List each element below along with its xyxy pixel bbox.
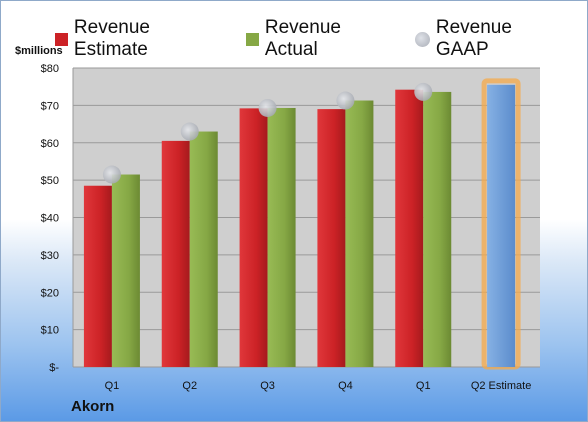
bar-revenue-forecast: [487, 84, 516, 367]
y-tick-label: $70: [41, 100, 59, 112]
y-tick-label: $60: [41, 138, 59, 150]
point-revenue-gaap: [414, 82, 433, 101]
bar-revenue-actual: [111, 174, 140, 367]
y-tick-label: $80: [41, 63, 59, 75]
point-revenue-gaap: [336, 91, 355, 110]
legend-item-actual: Revenue Actual: [245, 17, 397, 61]
bar-revenue-actual: [423, 91, 452, 368]
x-tick-label: Q1: [416, 380, 431, 392]
y-tick-label: $10: [41, 325, 59, 337]
bar-revenue-actual: [345, 100, 374, 368]
chart-legend: Revenue Estimate Revenue Actual Revenue …: [55, 17, 587, 61]
legend-label-estimate: Revenue Estimate: [73, 17, 150, 60]
y-tick-label: $-: [49, 362, 59, 374]
bar-revenue-estimate: [317, 109, 346, 368]
y-tick-label: $50: [41, 175, 59, 187]
x-tick-label: Q2 Estimate: [471, 380, 532, 392]
x-tick-label: Q2: [182, 380, 197, 392]
x-tick-label: Q4: [338, 380, 353, 392]
point-revenue-gaap: [258, 98, 277, 117]
bar-revenue-estimate: [83, 185, 112, 367]
company-name: Akorn: [71, 398, 115, 415]
plot-area: $- $10 $20 $30 $40 $50 $60 $70 $80 Q1 Q2 Q3 Q4 Q1 Q2 E…: [41, 63, 540, 392]
x-tick-label: Q1: [105, 380, 120, 392]
legend-label-gaap: Revenue GAAP: [435, 17, 512, 60]
legend-item-estimate: Revenue Estimate: [55, 17, 228, 61]
y-tick-label: $20: [41, 287, 59, 299]
legend-swatch-estimate: [55, 32, 68, 46]
bar-revenue-actual: [189, 131, 218, 367]
legend-label-actual: Revenue Actual: [264, 17, 341, 60]
legend-item-gaap: Revenue GAAP: [414, 17, 569, 61]
bar-revenue-actual: [267, 107, 296, 368]
bar-revenue-estimate: [239, 108, 268, 368]
bar-revenue-estimate: [161, 140, 190, 367]
y-tick-label: $40: [41, 213, 59, 225]
legend-swatch-gaap: [414, 31, 430, 47]
y-tick-label: $30: [41, 250, 59, 262]
x-tick-label: Q3: [260, 380, 275, 392]
point-revenue-gaap: [180, 122, 199, 141]
bar-revenue-estimate: [395, 89, 424, 368]
legend-swatch-actual: [245, 32, 259, 46]
point-revenue-gaap: [102, 165, 121, 184]
y-axis-units-label: $millions: [15, 45, 63, 57]
